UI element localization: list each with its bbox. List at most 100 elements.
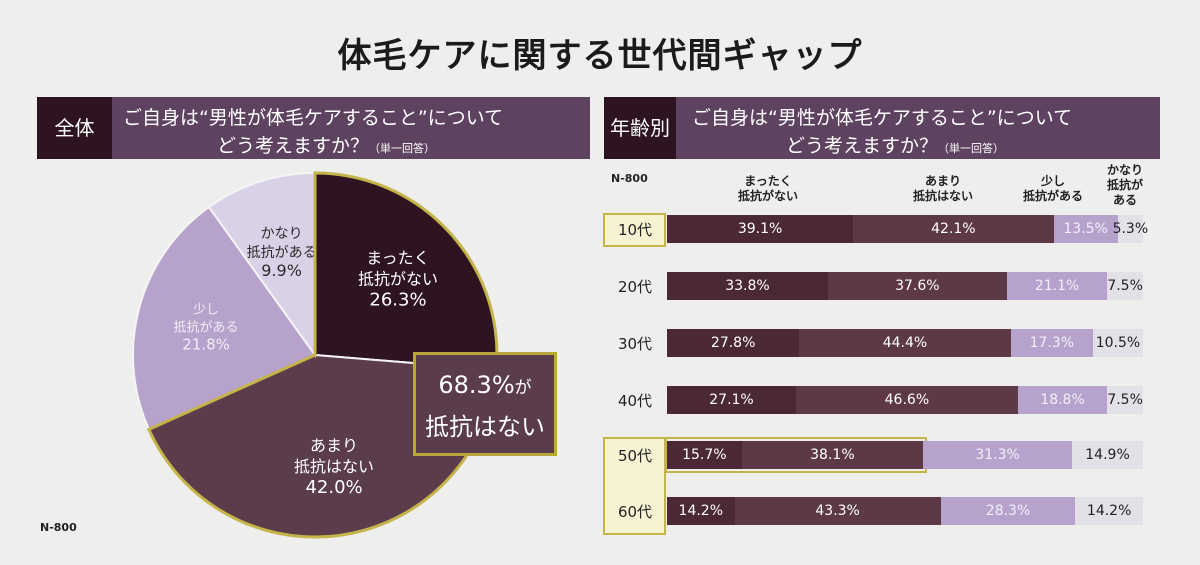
pie-slice-somewhat-label: 抵抗がある — [174, 321, 239, 336]
bar-value-label: 7.5% — [1107, 278, 1143, 294]
bar-segment: 42.1% — [853, 215, 1054, 243]
left-question-note: （単一回答） — [369, 142, 436, 155]
bar-value-label: 42.1% — [931, 221, 976, 237]
bar-segment: 14.2% — [667, 497, 735, 525]
age-highlight-10s — [603, 213, 666, 247]
page-title: 体毛ケアに関する世代間ギャップ — [337, 36, 863, 76]
bar-segment: 7.5% — [1107, 386, 1143, 414]
right-question-note: （単一回答） — [938, 142, 1005, 155]
bar-value-label: 46.6% — [884, 392, 930, 408]
pie-slice-not-at-all-label: まったく — [366, 249, 429, 268]
bar-segment: 28.3% — [940, 497, 1076, 525]
age-label: 30代 — [617, 335, 653, 353]
bar-segment: 14.2% — [1075, 497, 1143, 525]
age-label: 10代 — [617, 221, 653, 239]
left-sample-size: N-800 — [40, 521, 77, 534]
column-header-line: 少し — [1040, 174, 1065, 188]
column-header-line: 抵抗がある — [1022, 189, 1083, 203]
column-header-line: 抵抗はない — [912, 189, 973, 203]
bar-value-label: 44.4% — [882, 335, 928, 351]
callout-line2: 抵抗はない — [425, 413, 545, 441]
age-tag: 年齢別 — [604, 97, 676, 159]
bar-value-label: 14.2% — [1086, 503, 1132, 519]
pie-slice-very-value: 9.9% — [261, 261, 302, 280]
bar-value-label: 28.3% — [985, 503, 1031, 519]
bar-value-label: 21.1% — [1034, 278, 1080, 294]
right-question-text: どう考えますか？ — [786, 135, 939, 157]
bar-value-label: 5.3% — [1112, 221, 1149, 237]
pie-slice-somewhat-value: 21.8% — [182, 336, 230, 354]
bar-value-label: 27.1% — [709, 392, 754, 408]
column-header: 少し 抵抗がある — [1008, 174, 1098, 204]
pie-slice-not-much-label: 抵抗はない — [294, 457, 374, 476]
bar-row: 14.2% 43.3% 28.3% 14.2% — [667, 497, 1143, 525]
bar-segment: 10.5% — [1093, 329, 1143, 357]
bar-value-label: 31.3% — [975, 447, 1020, 463]
pie-slice-not-much-label: あまり — [310, 436, 358, 455]
bar-segment: 43.3% — [734, 497, 941, 525]
age-label: 60代 — [617, 503, 653, 521]
column-header: まったく 抵抗がない — [723, 174, 813, 204]
age-label: 50代 — [617, 447, 653, 465]
bar-value-label: 13.5% — [1063, 221, 1108, 237]
pie-slice-very-label: かなり — [261, 226, 303, 242]
bar-segment: 38.1% — [741, 441, 924, 469]
bar-segment: 5.3% — [1113, 215, 1148, 243]
bar-row: 27.1% 46.6% 18.8% 7.5% — [667, 386, 1143, 414]
bar-segment: 7.5% — [1107, 272, 1143, 300]
pie-slice-not-at-all-label: 抵抗がない — [358, 270, 438, 289]
column-header: あまり 抵抗はない — [898, 174, 988, 204]
pie-slice-not-much-value: 42.0% — [305, 477, 362, 498]
overall-pie-chart: まったく抵抗がない26.3%あまり抵抗はない42.0%少し抵抗がある21.8%か… — [132, 171, 499, 539]
bar-segment: 17.3% — [1010, 329, 1093, 357]
bar-value-label: 43.3% — [815, 503, 860, 519]
column-header-line: かなり — [1106, 163, 1143, 177]
bar-segment: 13.5% — [1053, 215, 1118, 243]
column-header-line: 抵抗が — [1106, 178, 1143, 192]
column-header: かなり 抵抗が ある — [1080, 163, 1170, 208]
bar-row: 15.7% 38.1% 31.3% 14.9% — [667, 441, 1143, 469]
bar-value-label: 27.8% — [710, 335, 756, 351]
bar-value-label: 14.9% — [1085, 447, 1130, 463]
bar-value-label: 18.8% — [1040, 392, 1085, 408]
age-label: 40代 — [617, 392, 653, 410]
bar-value-label: 39.1% — [737, 221, 783, 237]
right-question-header: 年齢別 ご自身は“男性が体毛ケアすること”について どう考えますか？（単一回答） — [604, 97, 1160, 159]
age-label: 20代 — [617, 278, 653, 296]
callout-box: 68.3%が 抵抗はない — [413, 352, 557, 456]
pie-slice-somewhat-label: 少し — [193, 303, 219, 318]
pie-slice-very — [207, 171, 316, 359]
column-header-line: あまり — [924, 174, 961, 188]
left-question-line1: ご自身は“男性が体毛ケアすること”について — [123, 107, 504, 129]
left-question-text: どう考えますか？ — [217, 135, 370, 157]
pie-slice-very-label: 抵抗がある — [247, 245, 317, 261]
bar-segment: 31.3% — [923, 441, 1073, 469]
age-highlight-50s-60s — [603, 437, 666, 535]
bar-row: 27.8% 44.4% 17.3% 10.5% — [667, 329, 1143, 357]
bar-segment: 14.9% — [1072, 441, 1143, 469]
bar-segment: 21.1% — [1006, 272, 1108, 300]
bar-value-label: 33.8% — [725, 278, 770, 294]
bar-value-label: 17.3% — [1029, 335, 1075, 351]
right-sample-size: N-800 — [611, 172, 648, 185]
bar-segment: 37.6% — [827, 272, 1007, 300]
column-header-line: ある — [1112, 193, 1137, 207]
bar-segment: 27.1% — [667, 386, 796, 414]
right-question-line1: ご自身は“男性が体毛ケアすること”について — [692, 107, 1073, 129]
bar-value-label: 7.5% — [1107, 392, 1143, 408]
left-question-header: 全体 ご自身は“男性が体毛ケアすること”について どう考えますか？（単一回答） — [37, 97, 590, 159]
bar-segment: 18.8% — [1017, 386, 1108, 414]
bar-value-label: 37.6% — [895, 278, 940, 294]
overall-tag: 全体 — [37, 97, 112, 159]
column-header-line: まったく — [744, 174, 792, 188]
bar-segment: 15.7% — [667, 441, 742, 469]
bar-segment: 33.8% — [667, 272, 828, 300]
bar-row: 33.8% 37.6% 21.1% 7.5% — [667, 272, 1143, 300]
bar-value-label: 10.5% — [1095, 335, 1141, 351]
pie-slice-not-at-all-value: 26.3% — [369, 290, 426, 311]
right-question-line2: どう考えますか？（単一回答） — [786, 131, 1004, 158]
left-question-line2: どう考えますか？（単一回答） — [217, 131, 435, 158]
bar-segment: 44.4% — [799, 329, 1011, 357]
bar-row: 39.1% 42.1% 13.5% 5.3% — [667, 215, 1148, 243]
callout-value: 68.3% — [438, 371, 515, 399]
